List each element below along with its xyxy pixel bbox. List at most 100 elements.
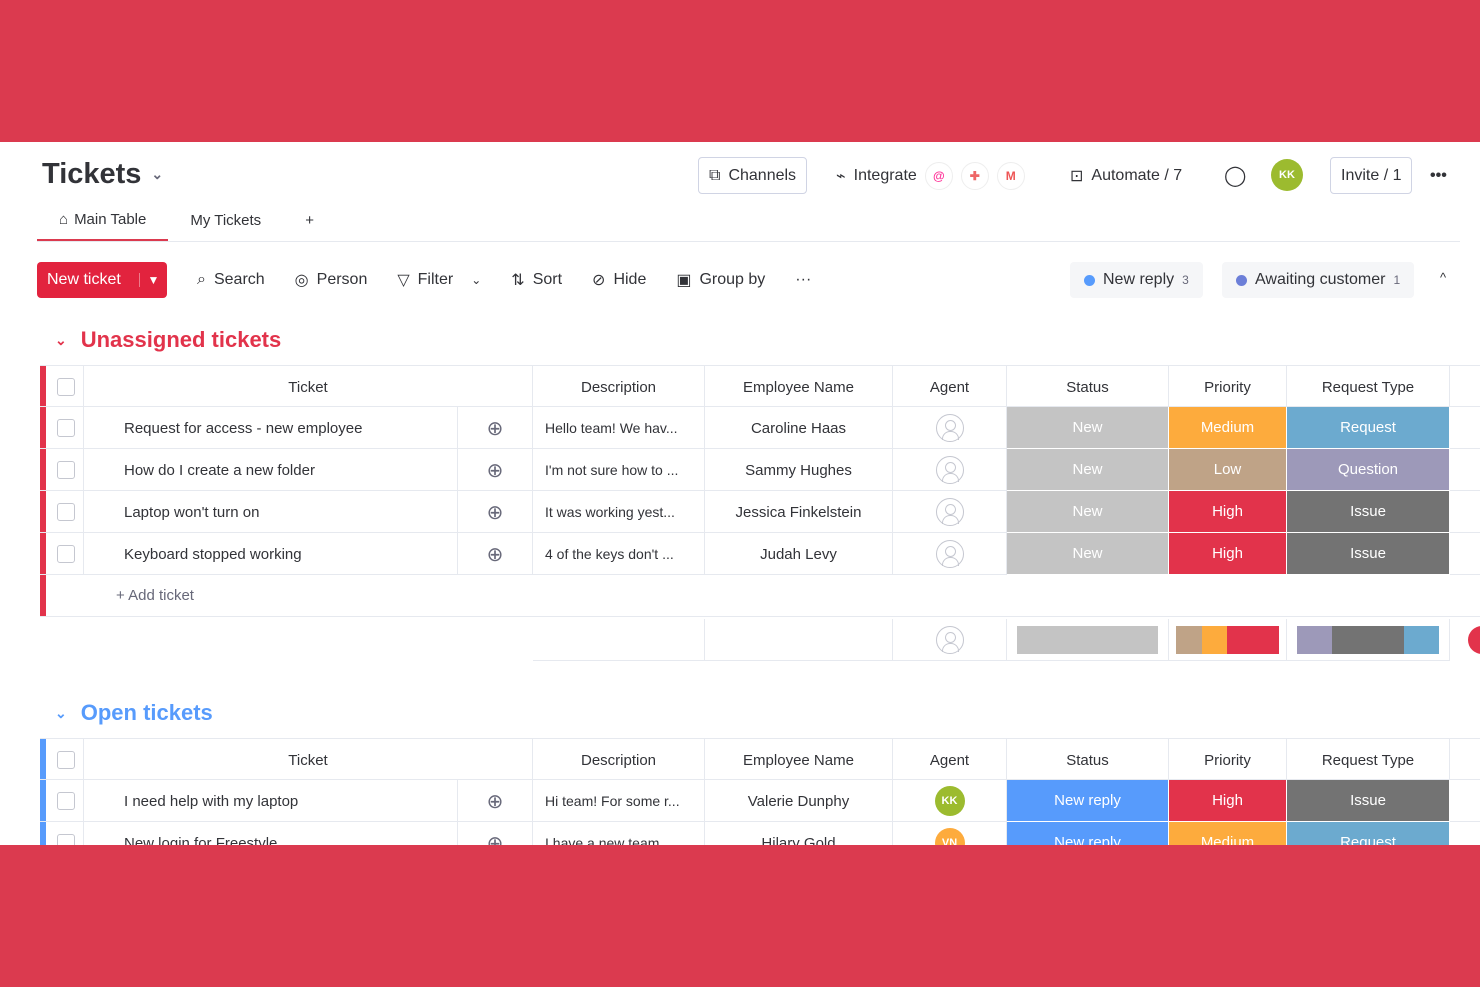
request-type-label[interactable]: Issue xyxy=(1287,533,1450,575)
table-row[interactable]: I need help with my laptop ⊕ Hi team! For … xyxy=(40,780,1480,822)
filter-chip-awaiting-customer[interactable]: Awaiting customer 1 xyxy=(1222,262,1415,298)
add-comment-icon[interactable]: ⊕ xyxy=(486,459,504,482)
group-by-button[interactable]: ▣ Group by xyxy=(676,270,765,290)
add-update-cell[interactable]: ⊕ xyxy=(458,780,533,822)
add-comment-icon[interactable]: ⊕ xyxy=(486,543,504,566)
column-header[interactable]: Employee Name xyxy=(705,739,893,781)
column-header[interactable]: Priority xyxy=(1169,366,1287,408)
agent-cell[interactable]: VN xyxy=(893,822,1007,845)
add-ticket-row[interactable]: + Add ticket xyxy=(40,575,1480,617)
row-select-cell[interactable] xyxy=(48,449,84,491)
more-options-icon[interactable]: ••• xyxy=(1430,166,1447,184)
employee-name[interactable]: Caroline Haas xyxy=(705,407,893,449)
checkbox[interactable] xyxy=(56,419,75,437)
user-avatar[interactable]: KK xyxy=(1271,159,1303,191)
person-placeholder-icon[interactable] xyxy=(935,456,964,484)
employee-name[interactable]: Jessica Finkelstein xyxy=(705,491,893,533)
checkbox[interactable] xyxy=(56,378,75,396)
checkbox[interactable] xyxy=(56,461,75,479)
status-label[interactable]: New xyxy=(1007,533,1169,575)
agent-cell[interactable] xyxy=(893,533,1007,575)
priority-label[interactable]: High xyxy=(1169,533,1287,575)
invite-button[interactable]: Invite / 1 xyxy=(1330,157,1413,194)
table-row[interactable]: Keyboard stopped working ⊕ 4 of the keys d… xyxy=(40,533,1480,575)
description-cell[interactable]: Hi team! For some r... xyxy=(533,780,705,822)
collapse-chips-icon[interactable]: ^ xyxy=(1440,270,1447,285)
status-label[interactable]: New xyxy=(1007,491,1169,533)
ticket-name[interactable]: Request for access - new employee xyxy=(84,407,458,449)
priority-label[interactable]: Medium xyxy=(1169,822,1287,845)
description-cell[interactable]: I have a new team ... xyxy=(533,822,705,845)
ticket-name[interactable]: I need help with my laptop xyxy=(84,780,458,822)
employee-name[interactable]: Judah Levy xyxy=(705,533,893,575)
person-placeholder-icon[interactable] xyxy=(935,414,964,442)
request-type-label[interactable]: Request xyxy=(1287,822,1450,845)
request-type-label[interactable]: Issue xyxy=(1287,491,1450,533)
status-label[interactable]: New xyxy=(1007,407,1169,449)
new-ticket-button[interactable]: New ticket ▼ xyxy=(37,262,167,298)
add-update-cell[interactable]: ⊕ xyxy=(458,533,533,575)
agent-avatar[interactable]: KK xyxy=(934,786,965,816)
add-update-cell[interactable]: ⊕ xyxy=(458,822,533,845)
chevron-down-icon[interactable]: ⌄ xyxy=(471,273,482,287)
employee-name[interactable]: Sammy Hughes xyxy=(705,449,893,491)
board-title[interactable]: Tickets ⌄ xyxy=(42,158,163,191)
column-header[interactable]: Status xyxy=(1007,366,1169,408)
add-update-cell[interactable]: ⊕ xyxy=(458,407,533,449)
column-header[interactable]: Status xyxy=(1007,739,1169,781)
agent-cell[interactable] xyxy=(893,449,1007,491)
hide-button[interactable]: ⊘ Hide xyxy=(592,270,646,290)
chevron-down-icon[interactable]: ⌄ xyxy=(55,331,67,348)
checkbox[interactable] xyxy=(56,545,75,563)
row-select-cell[interactable] xyxy=(48,780,84,822)
status-label[interactable]: New xyxy=(1007,449,1169,491)
status-label[interactable]: New reply xyxy=(1007,780,1169,822)
select-all-cell[interactable] xyxy=(48,739,84,781)
add-update-cell[interactable]: ⊕ xyxy=(458,491,533,533)
add-ticket-button[interactable]: + Add ticket xyxy=(116,587,194,604)
table-row[interactable]: Request for access - new employee ⊕ Hello … xyxy=(40,407,1480,449)
description-cell[interactable]: It was working yest... xyxy=(533,491,705,533)
group-header[interactable]: ⌄ Open tickets xyxy=(55,700,213,726)
checkbox[interactable] xyxy=(56,503,75,521)
description-cell[interactable]: I'm not sure how to ... xyxy=(533,449,705,491)
updates-icon[interactable]: ◯ xyxy=(1224,165,1247,187)
description-cell[interactable]: 4 of the keys don't ... xyxy=(533,533,705,575)
person-placeholder-icon[interactable] xyxy=(935,540,964,568)
column-header[interactable]: Description xyxy=(533,739,705,781)
select-all-cell[interactable] xyxy=(48,366,84,408)
priority-label[interactable]: High xyxy=(1169,780,1287,822)
agent-cell[interactable] xyxy=(893,407,1007,449)
ticket-name[interactable]: How do I create a new folder xyxy=(84,449,458,491)
filter-chip-new-reply[interactable]: New reply 3 xyxy=(1070,262,1203,298)
checkbox[interactable] xyxy=(56,751,75,769)
status-label[interactable]: New reply xyxy=(1007,822,1169,845)
agent-avatar[interactable]: VN xyxy=(934,828,965,845)
add-comment-icon[interactable]: ⊕ xyxy=(486,417,504,440)
request-type-label[interactable]: Question xyxy=(1287,449,1450,491)
person-placeholder-icon[interactable] xyxy=(935,498,964,526)
row-select-cell[interactable] xyxy=(48,822,84,845)
column-header[interactable]: Employee Name xyxy=(705,366,893,408)
employee-name[interactable]: Hilary Gold xyxy=(705,822,893,845)
add-comment-icon[interactable]: ⊕ xyxy=(486,501,504,524)
ticket-name[interactable]: New login for Freestyle xyxy=(84,822,458,845)
chevron-down-icon[interactable]: ⌄ xyxy=(55,704,67,721)
agent-cell[interactable] xyxy=(893,491,1007,533)
checkbox[interactable] xyxy=(56,792,75,810)
table-row[interactable]: How do I create a new folder ⊕ I'm not sur… xyxy=(40,449,1480,491)
row-select-cell[interactable] xyxy=(48,407,84,449)
chevron-down-icon[interactable]: ▼ xyxy=(139,273,167,287)
row-select-cell[interactable] xyxy=(48,533,84,575)
search-button[interactable]: ⌕ Search xyxy=(197,271,265,289)
add-view-button[interactable]: + xyxy=(305,212,314,229)
employee-name[interactable]: Valerie Dunphy xyxy=(705,780,893,822)
column-header[interactable]: Request Type xyxy=(1287,366,1450,408)
priority-label[interactable]: Low xyxy=(1169,449,1287,491)
priority-label[interactable]: High xyxy=(1169,491,1287,533)
description-cell[interactable]: Hello team! We hav... xyxy=(533,407,705,449)
column-header[interactable]: Agent xyxy=(893,366,1007,408)
checkbox[interactable] xyxy=(56,834,75,845)
table-row[interactable]: New login for Freestyle ⊕ I have a new tea… xyxy=(40,822,1480,845)
column-header[interactable]: Ticket xyxy=(84,366,533,408)
